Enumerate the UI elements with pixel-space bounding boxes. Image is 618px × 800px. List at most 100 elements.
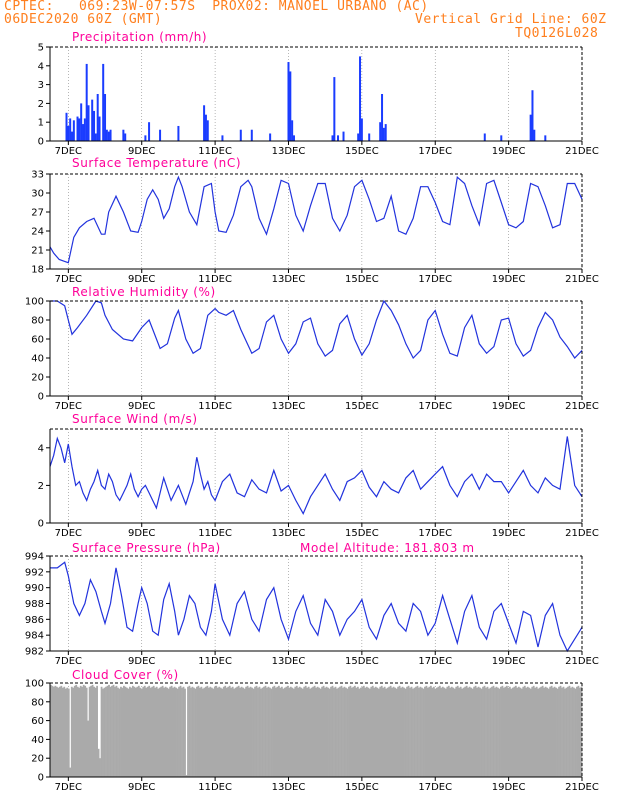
panel-6-bar bbox=[197, 685, 200, 777]
panel-6-bar bbox=[114, 686, 116, 777]
panel-6-bar bbox=[295, 685, 298, 777]
panel-6-bar bbox=[261, 687, 264, 777]
panel-6-bar bbox=[142, 686, 145, 777]
panel-1-bar bbox=[204, 114, 207, 141]
panel-6-bar bbox=[237, 685, 240, 777]
panel-6-bar bbox=[240, 686, 243, 777]
panel-6-bar bbox=[364, 687, 367, 777]
panel-1-bar bbox=[105, 129, 108, 141]
panel-5-ytick-label: 986 bbox=[25, 615, 44, 626]
panel-2-xtick-label: 13DEC bbox=[272, 274, 306, 285]
panel-6-xtick-label: 11DEC bbox=[198, 782, 232, 793]
panel-6-bar bbox=[477, 686, 480, 777]
panel-6-bar bbox=[349, 685, 352, 777]
panel-6-bar bbox=[416, 685, 419, 777]
panel-6-bar bbox=[492, 685, 495, 777]
panel-6-bar bbox=[412, 688, 414, 777]
panel-6-bar bbox=[389, 685, 392, 777]
panel-6-bar bbox=[562, 686, 565, 777]
panel-6-bar bbox=[497, 687, 499, 777]
panel-6-bar bbox=[139, 687, 142, 777]
panel-6-bar bbox=[75, 684, 78, 777]
panel-1-bar bbox=[382, 127, 385, 141]
panel-1-ytick-label: 0 bbox=[38, 137, 44, 148]
panel-6-bar bbox=[152, 685, 155, 777]
panel-6-bar bbox=[567, 686, 569, 777]
panel-1-ytick-label: 5 bbox=[38, 43, 44, 54]
panel-6-bar bbox=[79, 685, 82, 777]
panel-6-bar bbox=[458, 687, 461, 777]
panel-6-bar bbox=[427, 687, 429, 777]
panel-1-xtick-label: 15DEC bbox=[345, 146, 379, 157]
panel-6-bar bbox=[538, 687, 541, 777]
panel-4-xtick-label: 21DEC bbox=[565, 528, 599, 539]
panel-1-bar bbox=[96, 94, 99, 141]
panel-6-bar bbox=[415, 686, 417, 777]
panel-6-bar bbox=[294, 686, 297, 777]
panel-6-bar bbox=[103, 687, 106, 777]
panel-4-xtick-label: 7DEC bbox=[55, 528, 82, 539]
panel-6-bar bbox=[580, 686, 583, 777]
panel-6-bar bbox=[66, 687, 69, 777]
panel-6-bar bbox=[449, 687, 452, 777]
panel-2-xtick-label: 15DEC bbox=[345, 274, 379, 285]
panel-3-ytick-label: 0 bbox=[38, 392, 44, 403]
panel-4-ytick-label: 4 bbox=[38, 443, 44, 454]
panel-6-bar bbox=[209, 686, 212, 777]
panel-1-bar bbox=[87, 105, 90, 141]
panel-5-xtick-label: 21DEC bbox=[565, 656, 599, 667]
panel-6-bar bbox=[313, 685, 316, 777]
panel-6-bar bbox=[361, 686, 364, 777]
panel-6-bar bbox=[151, 686, 154, 777]
panel-6-bar bbox=[246, 685, 249, 777]
panel-4-xtick-label: 17DEC bbox=[418, 528, 452, 539]
panel-6-bar bbox=[297, 687, 300, 777]
panel-6-bar bbox=[432, 686, 435, 777]
panel-6-bar bbox=[163, 687, 166, 777]
panel-1-bar bbox=[289, 71, 292, 141]
panel-6-bar bbox=[306, 687, 309, 777]
panel-5-xtick-label: 15DEC bbox=[345, 656, 379, 667]
panel-1-xtick-label: 13DEC bbox=[272, 146, 306, 157]
panel-1-bar bbox=[337, 135, 340, 141]
panel-6-xtick-label: 15DEC bbox=[345, 782, 379, 793]
panel-6-xtick-label: 21DEC bbox=[565, 782, 599, 793]
panel-6-bar bbox=[161, 685, 164, 777]
panel-6-bar bbox=[346, 688, 349, 777]
panel-1-bar bbox=[65, 112, 68, 141]
panel-6-bar bbox=[348, 686, 350, 777]
panel-6-bar bbox=[339, 686, 341, 777]
panel-6-bar bbox=[516, 687, 519, 777]
panel-6-bar bbox=[508, 686, 511, 777]
panel-6-bar bbox=[431, 687, 434, 777]
panel-6-bar bbox=[447, 685, 450, 777]
panel-6-bar bbox=[574, 688, 577, 777]
panel-6-bar bbox=[500, 686, 502, 777]
panel-6-bar bbox=[319, 688, 322, 777]
panel-6-bar bbox=[456, 685, 459, 777]
panel-6-bar bbox=[286, 685, 289, 777]
panel-1-bar bbox=[109, 129, 112, 141]
panel-6-bar bbox=[199, 687, 201, 777]
panel-6-bar bbox=[529, 688, 532, 777]
panel-6-bar bbox=[257, 687, 259, 777]
panel-6-bar bbox=[140, 688, 143, 777]
panel-6-bar bbox=[212, 688, 215, 777]
header-model-code: TQ0126L028 bbox=[515, 26, 599, 41]
panel-6-bar bbox=[576, 686, 578, 777]
panel-6-bar bbox=[231, 686, 234, 777]
panel-6-bar bbox=[100, 686, 103, 777]
panel-6-bar bbox=[377, 688, 380, 777]
panel-4-xtick-label: 11DEC bbox=[198, 528, 232, 539]
panel-6-bar bbox=[434, 688, 437, 777]
panel-2-ytick-label: 21 bbox=[31, 246, 44, 257]
panel-6-bar bbox=[401, 686, 404, 777]
header-date: 06DEC2020 60Z (GMT) bbox=[4, 12, 163, 27]
panel-6-bar bbox=[216, 687, 219, 777]
panel-6-bar bbox=[532, 685, 535, 777]
panel-6-bar bbox=[54, 685, 57, 777]
temperature-title: Surface Temperature (nC) bbox=[72, 156, 241, 170]
panel-6-ytick-label: 80 bbox=[31, 697, 44, 708]
panel-6-bar bbox=[82, 684, 85, 777]
